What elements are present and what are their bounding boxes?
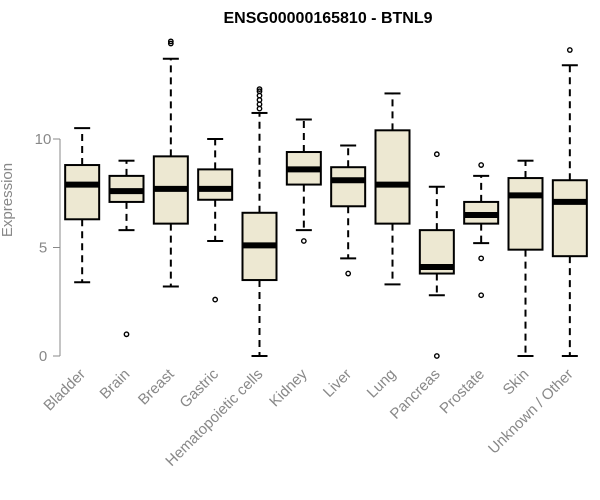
box-gastric — [197, 138, 234, 303]
box-hematopoietic-cells — [241, 86, 278, 357]
outlier-point — [256, 88, 263, 95]
outlier-point — [212, 296, 219, 303]
box-iqr — [374, 129, 411, 225]
y-axis-label: Expression — [0, 163, 16, 237]
box-bladder — [64, 127, 101, 284]
box-iqr — [64, 164, 101, 221]
y-tick-label-0: 0 — [39, 348, 47, 365]
box-unknown-other — [551, 47, 588, 357]
outlier-point — [345, 270, 352, 277]
box-iqr — [330, 166, 367, 208]
y-tick-label-10: 10 — [35, 131, 52, 148]
outlier-point — [167, 38, 174, 45]
outlier-point — [123, 331, 130, 338]
box-series — [64, 38, 588, 359]
outlier-point — [566, 47, 573, 53]
x-tick-label-bladder: Bladder — [40, 366, 89, 415]
box-iqr — [197, 168, 234, 201]
box-skin — [507, 159, 544, 357]
x-tick-label-kidney: Kidney — [266, 365, 311, 410]
x-tick-label-brain: Brain — [97, 366, 134, 403]
box-kidney — [285, 118, 322, 244]
box-lung — [374, 92, 411, 286]
outlier-point — [478, 162, 485, 168]
outlier-point — [433, 151, 440, 158]
box-iqr — [507, 177, 544, 251]
chart-title: ENSG00000165810 - BTNL9 — [224, 10, 433, 27]
x-tick-label-breast: Breast — [135, 365, 178, 408]
outlier-point — [300, 238, 307, 244]
y-axis: 0 5 10 — [35, 131, 61, 365]
box-iqr — [551, 179, 588, 258]
box-liver — [330, 144, 367, 277]
outlier-point — [478, 255, 485, 262]
box-pancreas — [418, 151, 455, 359]
x-tick-label-prostate: Prostate — [436, 366, 488, 418]
x-tick-label-skin: Skin — [500, 366, 533, 399]
outlier-point — [167, 40, 174, 47]
box-breast — [152, 38, 189, 288]
x-tick-label-lung: Lung — [364, 366, 400, 402]
outlier-point — [478, 292, 485, 299]
box-prostate — [463, 162, 500, 299]
box-brain — [108, 159, 145, 338]
x-tick-label-unknown-other: Unknown / Other — [485, 366, 577, 458]
outlier-point — [256, 86, 263, 92]
x-tick-label-liver: Liver — [320, 366, 355, 401]
outlier-point — [433, 353, 440, 359]
y-tick-label-5: 5 — [39, 240, 47, 257]
